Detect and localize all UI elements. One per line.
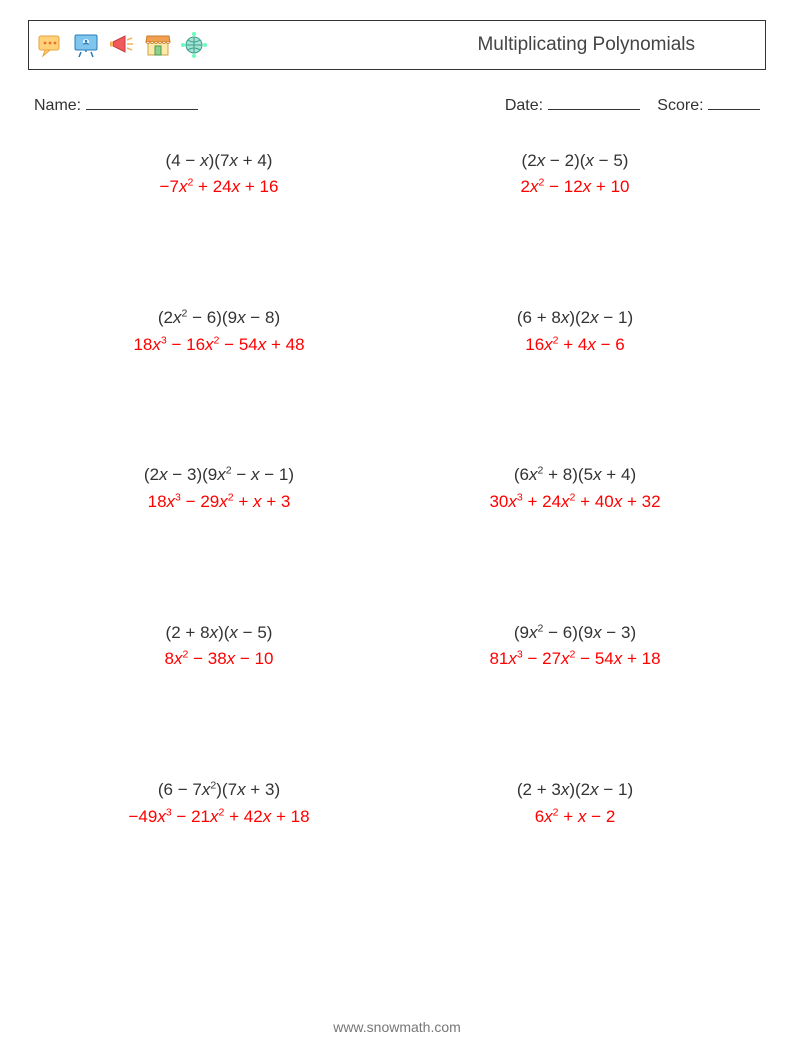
problem-cell: (6x2 + 8)(5x + 4)30x3 + 24x2 + 40x + 32 (402, 463, 748, 514)
problem-cell: (6 + 8x)(2x − 1)16x2 + 4x − 6 (402, 306, 748, 357)
problem-answer: 6x2 + x − 2 (402, 805, 748, 830)
worksheet-page: Multiplicating Polynomials Name: Date: S… (0, 0, 794, 1053)
problems-grid: (4 − x)(7x + 4)−7x2 + 24x + 16(2x − 2)(x… (28, 149, 766, 829)
problem-question: (6 − 7x2)(7x + 3) (46, 778, 392, 803)
name-blank[interactable] (86, 92, 198, 110)
worksheet-title: Multiplicating Polynomials (477, 34, 695, 56)
problem-cell: (6 − 7x2)(7x + 3)−49x3 − 21x2 + 42x + 18 (46, 778, 392, 829)
score-label: Score: (657, 97, 703, 114)
problem-answer: 81x3 − 27x2 − 54x + 18 (402, 647, 748, 672)
problem-answer: 8x2 − 38x − 10 (46, 647, 392, 672)
name-field: Name: (34, 92, 198, 115)
footer-url: www.snowmath.com (0, 1019, 794, 1035)
problem-question: (6x2 + 8)(5x + 4) (402, 463, 748, 488)
problem-cell: (2x − 3)(9x2 − x − 1)18x3 − 29x2 + x + 3 (46, 463, 392, 514)
problem-cell: (2 + 8x)(x − 5)8x2 − 38x − 10 (46, 621, 392, 672)
header-icons (35, 30, 209, 60)
chat-icon (35, 30, 65, 60)
shop-icon (143, 30, 173, 60)
problem-cell: (9x2 − 6)(9x − 3)81x3 − 27x2 − 54x + 18 (402, 621, 748, 672)
problem-question: (4 − x)(7x + 4) (46, 149, 392, 174)
problem-cell: (4 − x)(7x + 4)−7x2 + 24x + 16 (46, 149, 392, 200)
presentation-icon (71, 30, 101, 60)
name-label: Name: (34, 97, 81, 114)
problem-question: (9x2 − 6)(9x − 3) (402, 621, 748, 646)
problem-cell: (2x − 2)(x − 5)2x2 − 12x + 10 (402, 149, 748, 200)
problem-answer: −7x2 + 24x + 16 (46, 175, 392, 200)
problem-answer: 18x3 − 16x2 − 54x + 48 (46, 333, 392, 358)
problem-question: (2x2 − 6)(9x − 8) (46, 306, 392, 331)
problem-question: (2x − 3)(9x2 − x − 1) (46, 463, 392, 488)
problem-cell: (2 + 3x)(2x − 1)6x2 + x − 2 (402, 778, 748, 829)
info-row: Name: Date: Score: (28, 92, 766, 115)
date-score-group: Date: Score: (505, 92, 760, 115)
globe-icon (179, 30, 209, 60)
problem-answer: 18x3 − 29x2 + x + 3 (46, 490, 392, 515)
problem-question: (2 + 3x)(2x − 1) (402, 778, 748, 803)
date-blank[interactable] (548, 92, 640, 110)
problem-answer: −49x3 − 21x2 + 42x + 18 (46, 805, 392, 830)
megaphone-icon (107, 30, 137, 60)
date-label: Date: (505, 97, 543, 114)
header-box: Multiplicating Polynomials (28, 20, 766, 70)
problem-question: (2x − 2)(x − 5) (402, 149, 748, 174)
score-blank[interactable] (708, 92, 760, 110)
problem-answer: 16x2 + 4x − 6 (402, 333, 748, 358)
problem-question: (2 + 8x)(x − 5) (46, 621, 392, 646)
problem-question: (6 + 8x)(2x − 1) (402, 306, 748, 331)
problem-answer: 2x2 − 12x + 10 (402, 175, 748, 200)
problem-cell: (2x2 − 6)(9x − 8)18x3 − 16x2 − 54x + 48 (46, 306, 392, 357)
problem-answer: 30x3 + 24x2 + 40x + 32 (402, 490, 748, 515)
